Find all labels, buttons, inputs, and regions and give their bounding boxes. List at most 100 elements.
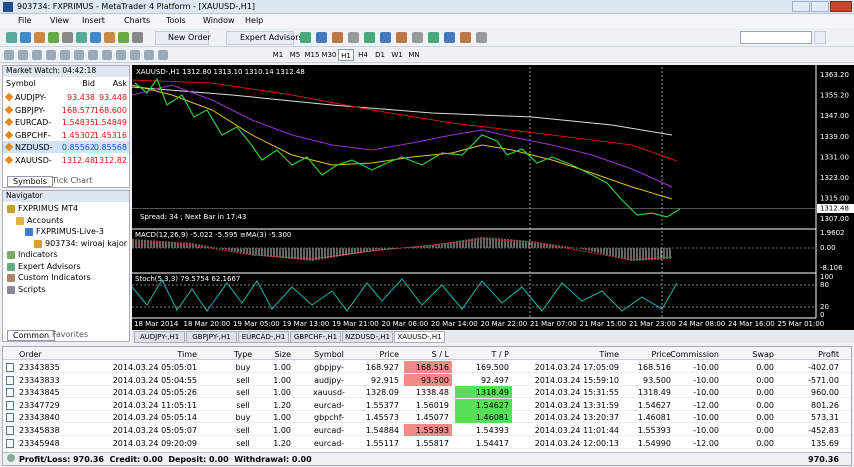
toolbar-icon[interactable] [348,32,359,43]
menu-item[interactable]: Insert [82,16,105,25]
tree-item[interactable]: Custom Indicators [18,273,91,282]
toolbar-icon[interactable] [460,32,471,43]
toolbar-icon[interactable] [6,32,17,43]
tree-icon[interactable] [7,251,15,259]
column-header[interactable]: Profit [818,350,839,359]
timeframe-button[interactable]: H1 [338,49,354,61]
order-row[interactable] [3,399,851,411]
toolbar-icon[interactable] [4,50,14,60]
column-header[interactable]: Type [233,350,253,359]
toolbar-icon[interactable] [332,32,343,43]
column-header[interactable]: Price [651,350,671,359]
toolbar-icon[interactable] [428,32,439,43]
toolbar-icon[interactable] [300,32,311,43]
panel-tab[interactable]: Symbols [7,176,53,187]
toolbar-icon[interactable] [74,50,84,60]
timeframe-button[interactable]: M5 [289,51,301,59]
tree-icon[interactable] [7,274,15,282]
toolbar-icon[interactable] [396,32,407,43]
maximize-button[interactable] [811,1,829,12]
column-header[interactable]: Swap [752,350,774,359]
toolbar-icon[interactable] [90,32,101,43]
toolbar-icon[interactable] [380,32,391,43]
column-header[interactable]: Symbol [314,350,344,359]
toolbar-icon[interactable] [102,50,112,60]
toolbar-icon[interactable] [60,50,70,60]
tree-icon[interactable] [34,239,42,248]
column-header[interactable]: S / L [431,350,449,359]
toolbar-icon[interactable] [20,32,31,43]
chart-tab[interactable]: XAUUSD-,H1 [394,331,445,343]
column-header[interactable]: Price [379,350,399,359]
chart-tab[interactable]: EURCAD-,H1 [238,331,289,343]
tree-icon[interactable] [7,285,15,294]
column-header[interactable]: Time [599,350,619,359]
chart-tab[interactable]: GBPCHF-,H1 [290,331,341,343]
toolbar-icon[interactable] [34,32,45,43]
order-row[interactable] [3,437,851,449]
menu-item[interactable]: View [50,16,69,25]
toolbar-icon[interactable] [132,32,143,43]
tree-icon[interactable] [16,216,24,225]
panel-tab[interactable]: Common [7,330,56,341]
tree-icon[interactable] [7,262,15,271]
minimize-button[interactable] [792,1,810,12]
toolbar-icon[interactable] [116,50,126,60]
menu-item[interactable]: Tools [166,16,186,25]
toolbar-icon[interactable] [444,32,455,43]
tree-item[interactable]: Expert Advisors [18,261,81,271]
column-header[interactable]: Time [177,350,197,359]
toolbar-icon[interactable] [76,32,87,43]
timeframe-button[interactable]: M1 [272,51,284,59]
tree-item[interactable]: 903734: wiroaj kajor [45,238,128,248]
chart-tab[interactable]: NZDUSD-,H1 [342,331,393,343]
chart-tab[interactable]: GBPJPY-,H1 [186,331,237,343]
tree-item[interactable]: Accounts [27,215,64,225]
tree-item[interactable]: Scripts [18,284,46,294]
quote-row[interactable] [3,141,129,153]
toolbar-icon[interactable] [476,32,487,43]
column-header[interactable]: Size [274,350,291,359]
toolbar-icon[interactable] [144,50,154,60]
tree-item[interactable]: FXPRIMUS MT4 [18,204,79,213]
toolbar-icon[interactable] [118,32,129,43]
timeframe-button[interactable]: H4 [358,51,368,59]
toolbar-icon[interactable] [46,50,56,60]
toolbar-icon[interactable] [104,32,115,43]
toolbar-icon[interactable] [48,32,59,43]
tree-item[interactable]: Indicators [18,250,58,259]
tree-icon[interactable] [7,205,15,213]
timeframe-button[interactable]: W1 [391,51,403,59]
column-header[interactable]: Order [19,350,42,359]
panel-tab[interactable]: Tick Chart [52,176,93,185]
menu-item[interactable]: Charts [124,16,151,25]
column-header[interactable]: Commission [670,350,719,359]
panel-tab[interactable]: Favorites [52,330,89,339]
toolbar-icon[interactable] [88,50,98,60]
order-row[interactable] [3,411,851,424]
chart-tab[interactable]: AUDJPY-,H1 [134,331,185,343]
toolbar-icon[interactable] [412,32,423,43]
order-row[interactable] [3,386,851,399]
timeframe-button[interactable]: MN [408,51,420,59]
toolbar-icon[interactable] [158,50,168,60]
timeframe-button[interactable]: M30 [321,51,337,59]
tree-icon[interactable] [25,228,33,236]
toolbar-icon[interactable] [364,32,375,43]
menu-item[interactable]: File [18,16,32,25]
toolbar-icon[interactable] [130,50,140,60]
timeframe-button[interactable]: M15 [304,51,320,59]
tree-item[interactable]: FXPRIMUS-Live-3 [36,227,104,236]
toolbar-icon[interactable] [18,50,28,60]
toolbar-icon[interactable] [32,50,42,60]
toolbar-icon[interactable] [316,32,327,43]
search-button[interactable] [814,31,826,44]
expert-advisors-button[interactable] [226,31,294,45]
menu-item[interactable]: Window [203,16,235,25]
column-header[interactable]: T / P [491,350,510,359]
toolbar-icon[interactable] [62,32,73,43]
close-button[interactable] [830,1,852,12]
timeframe-button[interactable]: D1 [375,51,385,59]
menu-item[interactable]: Help [245,16,264,25]
new-order-button[interactable] [155,31,209,45]
